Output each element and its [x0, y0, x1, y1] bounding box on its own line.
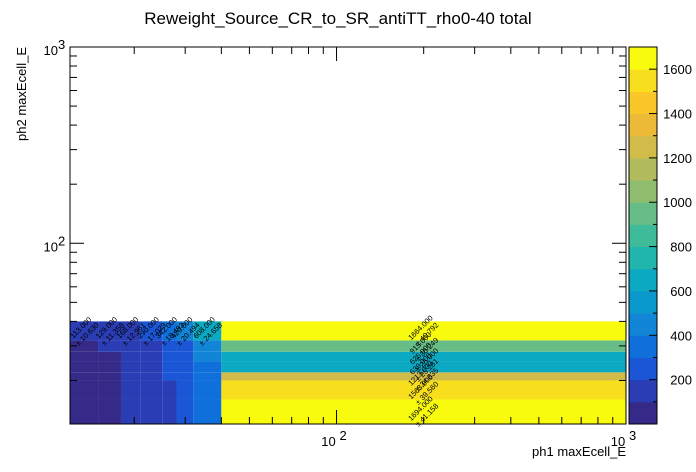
- heatmap-cell: [221, 361, 627, 373]
- heatmap-cell: [120, 399, 141, 424]
- color-scale-tick-label: 1000: [663, 195, 692, 210]
- color-scale-band: [629, 290, 657, 314]
- heatmap-cell: [120, 351, 141, 362]
- heatmap-cell: [176, 321, 194, 341]
- x-axis-label: ph1 maxEcell_E: [532, 444, 626, 459]
- color-scale-tick-label: 200: [670, 373, 692, 388]
- heatmap-cell: [70, 361, 99, 373]
- color-scale-tick-label: 600: [670, 284, 692, 299]
- heatmap-cell: [193, 351, 222, 362]
- heatmap-cell: [162, 340, 177, 352]
- heatmap-cell: [176, 372, 194, 381]
- heatmap-cell: [70, 399, 99, 424]
- color-scale-band: [629, 357, 657, 381]
- color-scale-band: [629, 224, 657, 248]
- heatmap-cell: [140, 372, 163, 381]
- heatmap-cell: [176, 351, 194, 362]
- heatmap-cell: [176, 399, 194, 424]
- heatmap-cell: [221, 372, 627, 381]
- heatmap-cell: [193, 321, 222, 341]
- heatmap-cell: [162, 321, 177, 341]
- plot-frame: [69, 46, 627, 425]
- heatmap-cell: [120, 340, 141, 352]
- heatmap-cell: [70, 380, 99, 400]
- color-scale-tick-label: 1200: [663, 151, 692, 166]
- heatmap-cell: [221, 351, 627, 362]
- heatmap-cell: [70, 351, 99, 362]
- heatmap-cell: [120, 361, 141, 373]
- heatmap-cell: [70, 321, 99, 341]
- color-scale-band: [629, 47, 657, 70]
- color-scale-band: [629, 91, 657, 115]
- chart-title: Reweight_Source_CR_to_SR_antiTT_rho0-40 …: [144, 9, 531, 28]
- color-scale-tick-label: 1600: [663, 62, 692, 77]
- heatmap-cell: [140, 351, 163, 362]
- color-scale-tick-label: 400: [670, 328, 692, 343]
- heatmap-cell: [98, 372, 121, 381]
- heatmap-cell: [140, 380, 163, 400]
- color-scale-band: [629, 313, 657, 336]
- x-tick-exponent: 2: [340, 428, 347, 443]
- heatmap-cell: [140, 361, 163, 373]
- color-scale-band: [629, 335, 657, 358]
- heatmap-cell: [140, 399, 163, 424]
- color-scale-band: [629, 157, 657, 181]
- color-scale-band: [629, 401, 657, 425]
- color-scale-band: [629, 180, 657, 203]
- x-tick-label: 10: [321, 434, 335, 449]
- heatmap-cell: [221, 321, 627, 341]
- heatmap-cell: [120, 380, 141, 400]
- axes: 10 2 10 310 210 3: [44, 37, 637, 449]
- heatmap-cell: [221, 340, 627, 352]
- heatmap-cell: [193, 399, 222, 424]
- heatmap-cell: [98, 380, 121, 400]
- heatmap-cell: [98, 361, 121, 373]
- heatmap-cell: [120, 372, 141, 381]
- x-tick-exponent: 3: [629, 428, 636, 443]
- heatmap-cell: [193, 372, 222, 381]
- heatmap-cell: [176, 340, 194, 352]
- color-scale-band: [629, 202, 657, 225]
- color-scale-band: [629, 268, 657, 292]
- y-tick-label: 10: [44, 43, 58, 58]
- heatmap-cell: [162, 351, 177, 362]
- color-scale-frame: [628, 46, 658, 425]
- color-scale-band: [629, 69, 657, 92]
- heatmap-cell: [221, 380, 627, 400]
- color-scale-band: [629, 135, 657, 159]
- heatmap-cell: [70, 372, 99, 381]
- heatmap-cell: [193, 380, 222, 400]
- x-tick-label: 10: [611, 434, 625, 449]
- heatmap-cell: [176, 361, 194, 373]
- heatmap-cell: [162, 380, 177, 400]
- color-scale-band: [629, 246, 657, 270]
- heatmap-cell: [140, 321, 163, 341]
- heatmap-cell: [98, 351, 121, 362]
- heatmap-cell: [162, 372, 177, 381]
- color-scale-tick-label: 1400: [663, 107, 692, 122]
- heatmap-cell: [162, 361, 177, 373]
- heatmap-cell: [98, 399, 121, 424]
- heatmap-cell: [193, 340, 222, 352]
- y-tick-exponent: 3: [58, 37, 65, 52]
- heatmap-cell: [140, 340, 163, 352]
- y-tick-label: 10: [44, 239, 58, 254]
- heatmap-cell: [193, 361, 222, 373]
- y-axis-label: ph2 maxEcell_E: [14, 47, 29, 141]
- heatmap-cell: [120, 321, 141, 341]
- color-scale-tick-label: 800: [670, 240, 692, 255]
- heatmap-cells: [70, 321, 627, 424]
- heatmap-cell: [176, 380, 194, 400]
- color-scale-band: [629, 113, 657, 137]
- color-scale-band: [629, 379, 657, 403]
- heatmap-cell: [162, 399, 177, 424]
- y-tick-exponent: 2: [58, 233, 65, 248]
- heatmap-cell: [98, 340, 121, 352]
- heatmap-cell: [98, 321, 121, 341]
- color-scale: 200 400 600 800 1000 1200 1400 1600: [628, 46, 692, 425]
- heatmap-cell: [70, 340, 99, 352]
